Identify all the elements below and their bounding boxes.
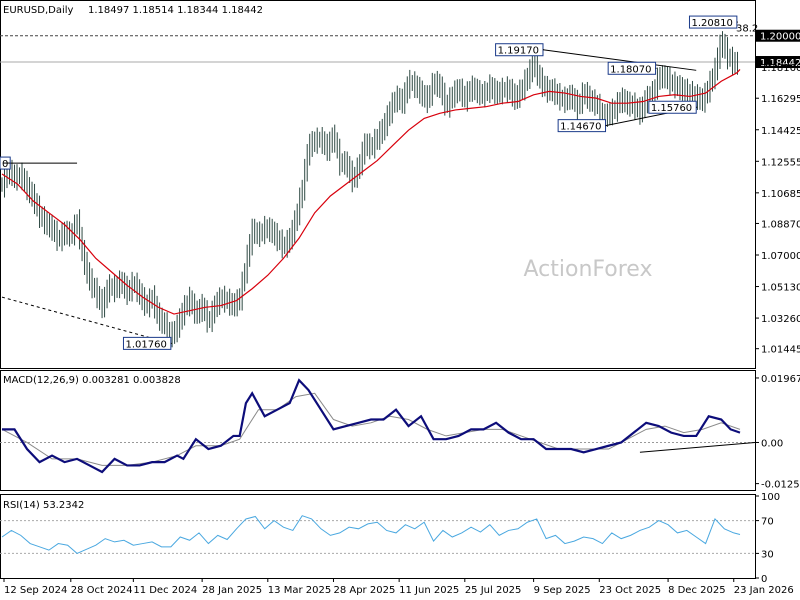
price-annotations: 1.20810 1.19170 1.18070 1.15760 1.14670 1.017… (0, 15, 738, 350)
price-tick-label: 1.05130 (761, 283, 800, 294)
price-tick-label: 1.01445 (761, 345, 800, 356)
price-annotation-label: 1.14670 (560, 122, 601, 133)
price-tick-label: 1.03260 (761, 314, 800, 325)
rsi-axis: 100 70 30 0 (755, 492, 780, 585)
date-tick-label: 28 Apr 2025 (333, 585, 395, 596)
trendline (1, 296, 171, 344)
date-tick-label: 12 Sep 2024 (4, 585, 67, 596)
price-tick-label: 1.16295 (761, 94, 800, 105)
moving-average-line (1, 69, 741, 315)
price-tick-label: 1.08870 (761, 219, 800, 230)
candlestick-series (1, 31, 738, 348)
watermark: ActionForex (524, 257, 653, 282)
rsi-lines (0, 515, 755, 554)
main-header-symbol: EURUSD,Daily (3, 5, 74, 16)
macd-tick-label: 0.019679 (761, 374, 800, 385)
rsi-title: RSI(14) 53.2342 (3, 500, 84, 511)
macd-tick-label: 0.00 (761, 438, 783, 449)
price-annotation-label: 0 (2, 159, 8, 170)
macd-line (2, 378, 741, 474)
macd-lines (0, 378, 756, 474)
date-tick-label: 11 Jun 2025 (399, 585, 459, 596)
price-annotation-label: 1.18070 (610, 64, 651, 75)
date-tick-label: 13 Mar 2025 (268, 585, 331, 596)
rsi-tick-label: 0 (761, 574, 767, 585)
current-price-tag (756, 56, 800, 69)
date-tick-label: 11 Dec 2024 (133, 585, 197, 596)
price-tick-label: 1.18160 (761, 63, 800, 74)
macd-axis: 0.019679 0.00 -0.012552 (755, 374, 800, 491)
price-annotation-label: 1.20810 (691, 18, 732, 29)
main-header-ohlc: 1.18497 1.18514 1.18344 1.18442 (88, 5, 263, 16)
date-tick-label: 28 Oct 2024 (71, 585, 133, 596)
macd-signal-line (1, 392, 741, 466)
rsi-tick-label: 100 (761, 492, 780, 503)
price-tick-label: 1.10685 (761, 189, 800, 200)
rsi-panel-frame (0, 494, 756, 579)
trendline (542, 49, 697, 71)
rsi-tick-label: 70 (761, 517, 774, 528)
macd-trendline (639, 441, 756, 453)
main-horizontal-lines: 38.2 (0, 24, 758, 63)
date-tick-label: 25 Jul 2025 (465, 585, 522, 596)
rsi-tick-label: 30 (761, 549, 774, 560)
date-tick-label: 9 Sep 2025 (534, 585, 591, 596)
date-axis: 12 Sep 2024 28 Oct 2024 11 Dec 2024 28 Jan … (3, 578, 794, 596)
price-annotation-label: 1.01760 (125, 339, 166, 350)
macd-panel-frame (0, 370, 756, 491)
date-tick-label: 23 Oct 2025 (599, 585, 661, 596)
level-price-tag (756, 29, 800, 42)
price-tick-label: 1.14425 (761, 126, 800, 137)
ma-line (1, 69, 741, 315)
fib-level-label: 38.2 (736, 24, 758, 35)
price-annotation-label: 1.15760 (651, 103, 692, 114)
price-tick-label: 1.07000 (761, 251, 800, 262)
date-tick-label: 23 Jan 2026 (734, 585, 794, 596)
price-annotation-label: 1.19170 (498, 46, 539, 57)
trendlines (1, 49, 697, 344)
macd-tick-label: -0.012552 (761, 480, 800, 491)
price-tick-label: 1.12555 (761, 157, 800, 168)
main-panel-frame (0, 0, 756, 369)
date-tick-label: 8 Dec 2025 (668, 585, 726, 596)
macd-title: MACD(12,26,9) 0.003281 0.003828 (3, 375, 181, 386)
date-tick-label: 28 Jan 2025 (202, 585, 262, 596)
level-price-label: 1.20000 (760, 32, 800, 43)
current-price-label: 1.18442 (760, 58, 800, 69)
rsi-line (1, 515, 741, 554)
